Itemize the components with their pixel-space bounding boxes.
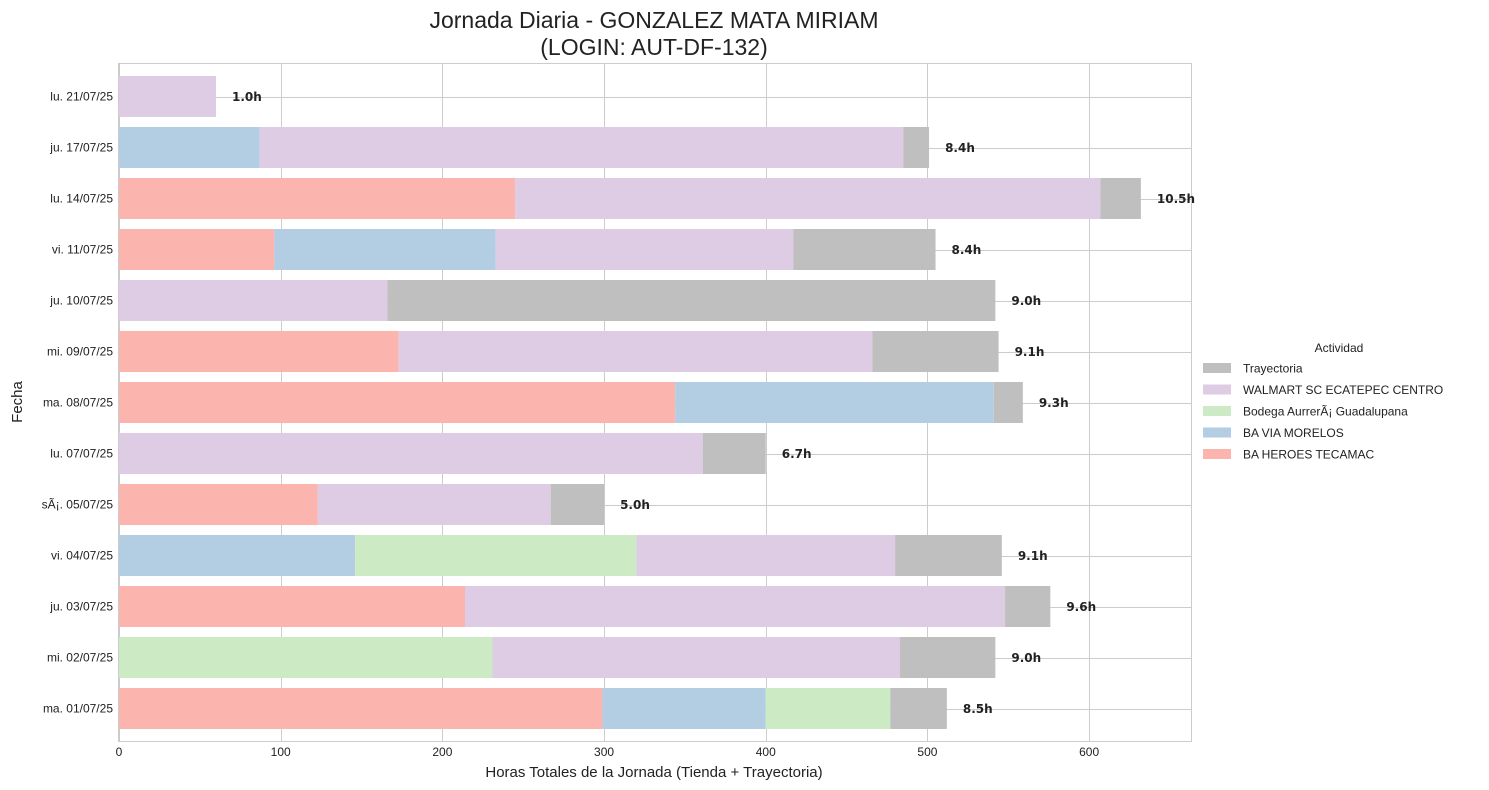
bar-segment bbox=[274, 229, 496, 270]
bar-segment bbox=[515, 178, 1101, 219]
x-tick-label: 300 bbox=[594, 745, 614, 759]
bar-segment bbox=[550, 484, 605, 525]
legend-entry: BA VIA MORELOS bbox=[1243, 426, 1344, 440]
bar-segment bbox=[492, 637, 900, 678]
bar-segment bbox=[317, 484, 551, 525]
legend-entry: BA HEROES TECAMAC bbox=[1243, 448, 1374, 462]
bar-segment bbox=[119, 433, 703, 474]
legend-title: Actividad bbox=[1315, 341, 1364, 355]
y-tick-label: vi. 04/07/25 bbox=[51, 549, 113, 563]
total-hours-label: 8.4h bbox=[952, 243, 982, 257]
total-hours-label: 1.0h bbox=[232, 90, 262, 104]
total-hours-label: 9.1h bbox=[1015, 345, 1045, 359]
legend-swatch bbox=[1203, 363, 1231, 373]
y-tick-label: ju. 03/07/25 bbox=[49, 600, 113, 614]
y-tick-label: ju. 17/07/25 bbox=[49, 141, 113, 155]
bar-segment bbox=[903, 127, 930, 168]
bar-segment bbox=[119, 280, 388, 321]
data-labels-layer: 8.5h 9.0h 9.6h 9.1h 5.0h 6.7h 9.3h 9.1h 9.0h 8.4h… bbox=[232, 90, 1195, 716]
bar-segment bbox=[119, 76, 217, 117]
bars-layer bbox=[119, 76, 1141, 729]
bar-segment bbox=[119, 484, 318, 525]
bar-segment bbox=[465, 586, 1006, 627]
legend-entry: Bodega AurrerÃ¡ Guadalupana bbox=[1243, 405, 1408, 419]
bar-segment bbox=[899, 637, 996, 678]
bar-segment bbox=[119, 688, 603, 729]
chart-subtitle: (LOGIN: AUT-DF-132) bbox=[540, 34, 767, 60]
bar-segment bbox=[636, 535, 896, 576]
bar-segment bbox=[895, 535, 1002, 576]
legend-swatch bbox=[1203, 427, 1231, 438]
bar-segment bbox=[890, 688, 947, 729]
bar-segment bbox=[398, 331, 873, 372]
bar-segment bbox=[675, 382, 994, 423]
legend-entry: Trayectoria bbox=[1243, 362, 1303, 376]
bar-segment bbox=[872, 331, 999, 372]
legend-swatch bbox=[1203, 406, 1231, 416]
bar-segment bbox=[119, 637, 493, 678]
y-tick-label: ju. 10/07/25 bbox=[49, 294, 113, 308]
y-tick-label: mi. 02/07/25 bbox=[47, 651, 113, 665]
total-hours-label: 9.0h bbox=[1011, 294, 1041, 308]
x-tick-label: 100 bbox=[271, 745, 291, 759]
bar-segment bbox=[1005, 586, 1051, 627]
total-hours-label: 9.6h bbox=[1066, 600, 1096, 614]
legend-swatch bbox=[1203, 384, 1231, 395]
plot-frame bbox=[118, 63, 1192, 742]
x-tick-label: 500 bbox=[917, 745, 937, 759]
total-hours-label: 8.5h bbox=[963, 702, 993, 716]
bar-segment bbox=[993, 382, 1023, 423]
y-tick-label: sÃ¡. 05/07/25 bbox=[42, 498, 114, 512]
total-hours-label: 6.7h bbox=[782, 447, 812, 461]
bar-segment bbox=[119, 229, 275, 270]
x-tick-label: 400 bbox=[756, 745, 776, 759]
total-hours-label: 9.1h bbox=[1018, 549, 1048, 563]
bar-segment bbox=[119, 535, 356, 576]
x-tick-label: 0 bbox=[116, 745, 123, 759]
legend: Actividad Trayectoria WALMART SC ECATEPEC… bbox=[1203, 341, 1443, 462]
bar-segment bbox=[1100, 178, 1141, 219]
y-tick-label: lu. 14/07/25 bbox=[50, 192, 113, 206]
bar-segment bbox=[119, 127, 260, 168]
y-tick-label: vi. 11/07/25 bbox=[52, 243, 113, 257]
bar-segment bbox=[119, 331, 399, 372]
chart-title: Jornada Diaria - GONZALEZ MATA MIRIAM bbox=[429, 7, 878, 33]
bar-segment bbox=[259, 127, 904, 168]
bar-segment bbox=[119, 382, 676, 423]
legend-swatch bbox=[1203, 449, 1231, 459]
y-tick-label: lu. 21/07/25 bbox=[50, 90, 113, 104]
bar-segment bbox=[355, 535, 637, 576]
total-hours-label: 8.4h bbox=[945, 141, 975, 155]
total-hours-label: 10.5h bbox=[1157, 192, 1195, 206]
bar-segment bbox=[765, 688, 891, 729]
bar-segment bbox=[602, 688, 766, 729]
ticks-layer: 0 100 200 300 400 500 600 ma. 01/07/25 mi. 02/07… bbox=[42, 90, 1100, 760]
total-hours-label: 9.3h bbox=[1039, 396, 1069, 410]
bar-segment bbox=[119, 586, 466, 627]
x-axis-label: Horas Totales de la Jornada (Tienda + Tr… bbox=[485, 764, 822, 781]
x-tick-label: 200 bbox=[432, 745, 452, 759]
total-hours-label: 9.0h bbox=[1011, 651, 1041, 665]
bar-segment bbox=[495, 229, 794, 270]
bar-segment bbox=[793, 229, 936, 270]
y-tick-label: lu. 07/07/25 bbox=[50, 447, 113, 461]
bar-segment bbox=[119, 178, 516, 219]
y-tick-label: ma. 08/07/25 bbox=[43, 396, 113, 410]
x-tick-label: 600 bbox=[1079, 745, 1099, 759]
y-tick-label: mi. 09/07/25 bbox=[47, 345, 113, 359]
bar-segment bbox=[387, 280, 996, 321]
bar-segment bbox=[702, 433, 766, 474]
y-axis-label: Fecha bbox=[9, 381, 26, 423]
legend-entry: WALMART SC ECATEPEC CENTRO bbox=[1243, 383, 1443, 397]
total-hours-label: 5.0h bbox=[620, 498, 650, 512]
y-tick-label: ma. 01/07/25 bbox=[43, 702, 113, 716]
